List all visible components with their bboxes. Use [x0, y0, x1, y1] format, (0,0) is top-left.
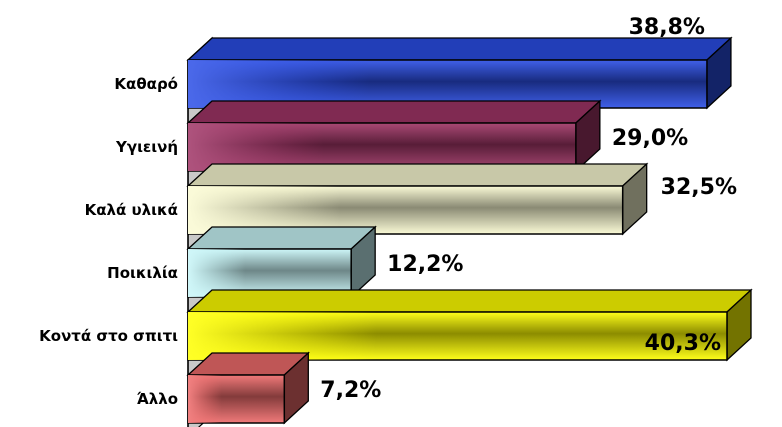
bar-front-highlight: [188, 312, 727, 360]
bars-layer: [186, 36, 753, 425]
bar-3: [186, 225, 377, 299]
bar-top-face: [186, 289, 753, 313]
labels-layer: Καθαρό 38,8% Υγιεινή 29,0% Καλά υλικά 32,5% Πο…: [39, 15, 737, 408]
value-label: 32,5%: [661, 175, 737, 200]
category-label: Καθαρό: [114, 75, 178, 93]
category-label: Υγιεινή: [115, 138, 178, 156]
bar-top-face: [186, 37, 733, 61]
category-label: Καλά υλικά: [85, 201, 178, 219]
bar-front-highlight: [188, 375, 285, 423]
bar-4: [186, 288, 753, 362]
bar-top-face: [186, 163, 649, 187]
value-label: 7,2%: [320, 378, 381, 403]
bar-front-highlight: [188, 186, 623, 234]
value-label: 12,2%: [387, 252, 463, 277]
bar-front-highlight: [188, 123, 576, 171]
bar-top-face: [186, 100, 602, 124]
bar-0: [186, 36, 733, 110]
category-label: Ποικιλία: [107, 264, 178, 282]
bar-front-highlight: [188, 60, 707, 108]
category-label: Άλλο: [137, 390, 178, 408]
category-label: Κοντά στο σπιτι: [39, 327, 178, 345]
bar-1: [186, 99, 602, 173]
value-label: 40,3%: [645, 331, 721, 356]
bar-5: [186, 351, 310, 425]
bar-top-face: [186, 226, 377, 250]
bar-2: [186, 162, 649, 236]
value-label: 38,8%: [629, 15, 705, 40]
bar-front-highlight: [188, 249, 352, 297]
value-label: 29,0%: [612, 126, 688, 151]
